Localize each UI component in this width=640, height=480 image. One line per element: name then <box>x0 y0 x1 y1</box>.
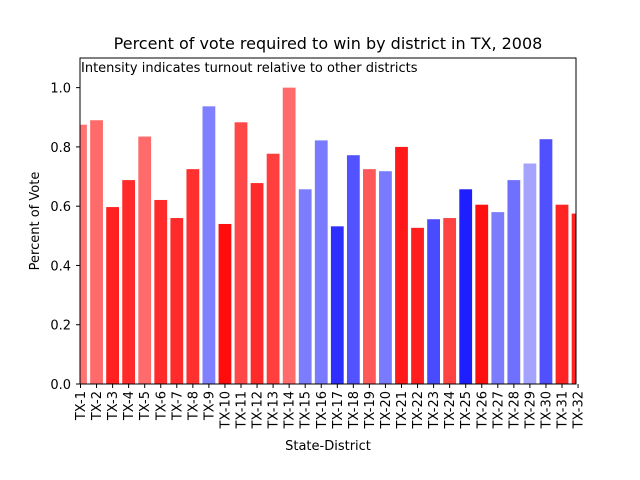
y-axis-label: Percent of Vote <box>28 172 43 271</box>
x-tick-label: TX-31 <box>556 391 571 429</box>
x-tick-label: TX-24 <box>443 391 458 429</box>
bar-tx-27 <box>491 212 505 384</box>
x-tick-label: TX-26 <box>475 391 490 429</box>
bar-tx-8 <box>186 169 200 384</box>
x-tick-label: TX-8 <box>186 391 201 421</box>
x-tick-label: TX-27 <box>491 391 506 429</box>
bar-tx-14 <box>282 87 296 384</box>
y-tick-label: 0.6 <box>50 200 71 215</box>
y-tick-label: 0.2 <box>50 319 71 334</box>
x-tick-label: TX-3 <box>106 391 121 421</box>
x-tick-label: TX-1 <box>74 391 89 421</box>
bar-tx-3 <box>106 207 119 384</box>
chart-title: Percent of vote required to win by distr… <box>114 34 543 53</box>
bar-tx-24 <box>443 218 457 384</box>
x-tick-label: TX-32 <box>572 391 587 429</box>
bar-tx-16 <box>314 140 328 384</box>
x-tick-label: TX-22 <box>411 391 426 429</box>
bars-group <box>80 87 576 384</box>
bar-tx-26 <box>475 204 489 384</box>
y-axis: 0.0 0.2 0.4 0.6 0.8 1.0 <box>50 82 80 393</box>
x-tick-label: TX-28 <box>507 391 522 429</box>
bar-tx-17 <box>330 226 344 384</box>
x-tick-label: TX-2 <box>90 391 105 421</box>
bar-tx-22 <box>411 227 424 384</box>
bar-tx-31 <box>555 204 569 384</box>
bar-tx-30 <box>539 139 553 384</box>
x-tick-label: TX-20 <box>379 391 394 429</box>
x-axis-label: State-District <box>285 439 371 454</box>
x-tick-label: TX-13 <box>267 391 282 429</box>
x-tick-label: TX-21 <box>395 391 410 429</box>
x-tick-label: TX-19 <box>363 391 378 429</box>
bar-tx-4 <box>122 180 136 384</box>
x-tick-label: TX-18 <box>347 391 362 429</box>
bar-tx-25 <box>459 189 473 384</box>
bar-tx-6 <box>154 199 168 384</box>
x-tick-label: TX-6 <box>154 391 169 421</box>
bar-tx-12 <box>250 183 264 384</box>
bar-tx-9 <box>202 106 216 384</box>
bar-tx-18 <box>346 155 360 384</box>
x-tick-label: TX-7 <box>170 391 185 421</box>
y-tick-label: 0.4 <box>50 259 71 274</box>
x-tick-label: TX-4 <box>122 391 137 421</box>
x-tick-label: TX-10 <box>218 391 233 429</box>
y-tick-label: 1.0 <box>50 82 71 97</box>
bar-tx-5 <box>138 136 152 384</box>
bar-tx-7 <box>170 218 184 384</box>
bar-tx-23 <box>427 219 440 384</box>
bar-tx-29 <box>523 163 537 384</box>
x-tick-label: TX-9 <box>202 391 217 421</box>
x-tick-label: TX-30 <box>539 391 554 429</box>
bar-tx-20 <box>379 171 392 384</box>
x-tick-label: TX-15 <box>299 391 314 429</box>
x-tick-label: TX-16 <box>315 391 330 429</box>
bar-tx-19 <box>363 169 376 384</box>
bar-tx-32 <box>571 213 576 384</box>
x-tick-label: TX-5 <box>138 391 153 421</box>
x-tick-label: TX-14 <box>283 391 298 429</box>
x-tick-label: TX-23 <box>427 391 442 429</box>
x-tick-label: TX-25 <box>459 391 474 429</box>
bar-tx-28 <box>507 180 521 384</box>
bar-tx-13 <box>266 153 280 384</box>
bar-tx-2 <box>90 120 103 384</box>
bar-tx-15 <box>298 189 312 384</box>
chart-annotation: Intensity indicates turnout relative to … <box>81 61 418 76</box>
bar-tx-21 <box>395 146 408 384</box>
plot-frame <box>79 57 577 385</box>
y-tick-label: 0.8 <box>50 141 71 156</box>
bar-tx-11 <box>234 122 248 384</box>
bar-tx-1 <box>80 124 87 384</box>
x-tick-label: TX-12 <box>251 391 266 429</box>
x-axis: TX-1 TX-2 TX-3 TX-4 TX-5 TX-6 TX-7 TX-8 TX-9 TX-1… <box>74 384 587 429</box>
y-tick-label: 0.0 <box>50 378 71 393</box>
x-tick-label: TX-17 <box>331 391 346 429</box>
x-tick-label: TX-29 <box>523 391 538 429</box>
x-tick-label: TX-11 <box>235 391 250 429</box>
bar-tx-10 <box>218 223 232 384</box>
